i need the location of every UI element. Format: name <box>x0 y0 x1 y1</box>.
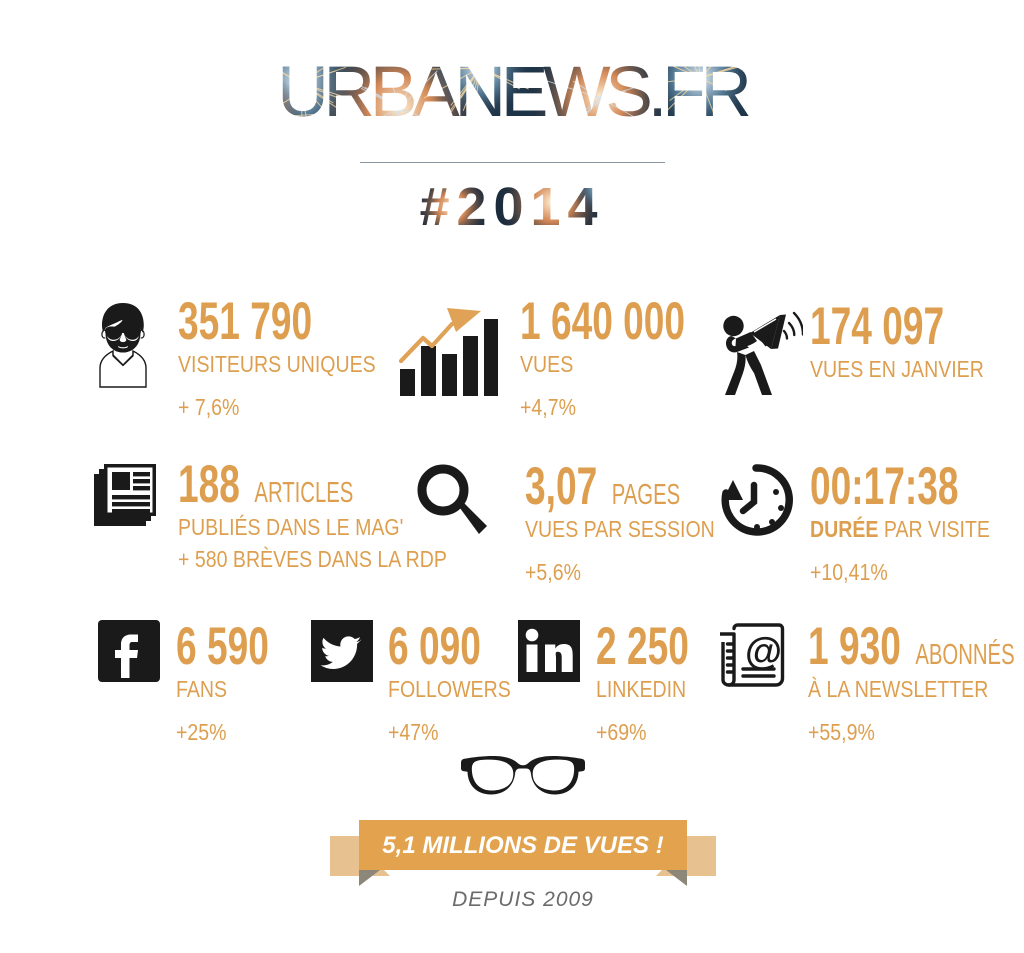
svg-text:5,1 MILLIONS DE VUES !: 5,1 MILLIONS DE VUES ! <box>382 832 663 859</box>
svg-text:@: @ <box>745 631 782 673</box>
